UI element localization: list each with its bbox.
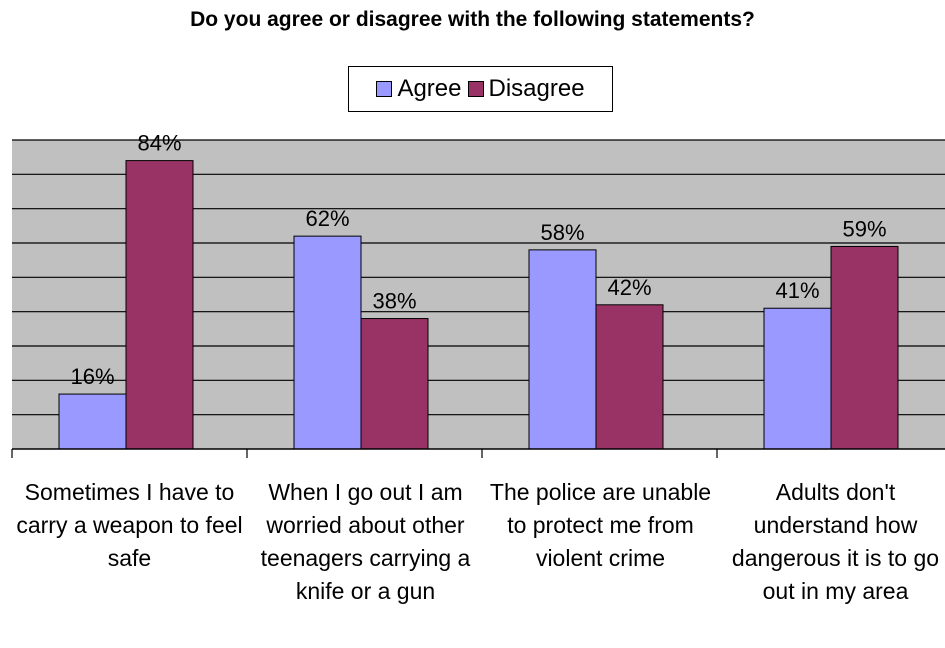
- data-label-agree-4: 41%: [775, 278, 819, 303]
- bar-agree-2: [293, 235, 362, 450]
- data-label-disagree-1: 84%: [137, 131, 181, 156]
- data-label-disagree-4: 59%: [842, 216, 886, 241]
- legend-swatch-agree: [376, 81, 393, 97]
- bar-disagree-1: [125, 160, 194, 450]
- bar-agree-4: [763, 307, 832, 450]
- bar-agree-3: [528, 249, 597, 450]
- bar-disagree-2: [360, 318, 429, 450]
- data-label-agree-1: 16%: [70, 364, 114, 389]
- legend-label-agree: Agree: [397, 75, 462, 102]
- data-label-disagree-3: 42%: [607, 275, 651, 300]
- bar-disagree-3: [595, 304, 664, 450]
- category-label-1: Sometimes I have to carry a weapon to fe…: [16, 479, 243, 571]
- bar-disagree-4: [830, 245, 899, 450]
- category-label-2: When I go out I am worried about other t…: [260, 479, 471, 604]
- category-label-3: The police are unable to protect me from…: [489, 479, 712, 571]
- bar-agree-1: [58, 393, 127, 450]
- chart-title: Do you agree or disagree with the follow…: [190, 8, 755, 31]
- legend-swatch-disagree: [467, 81, 484, 97]
- legend-entry-agree: Agree: [376, 75, 462, 103]
- legend: Agree Disagree: [348, 66, 613, 112]
- data-label-agree-3: 58%: [540, 220, 584, 245]
- data-label-disagree-2: 38%: [372, 289, 416, 314]
- data-label-agree-2: 62%: [305, 206, 349, 231]
- category-label-4: Adults don't understand how dangerous it…: [731, 479, 940, 604]
- legend-entry-disagree: Disagree: [467, 75, 585, 103]
- legend-label-disagree: Disagree: [488, 75, 585, 102]
